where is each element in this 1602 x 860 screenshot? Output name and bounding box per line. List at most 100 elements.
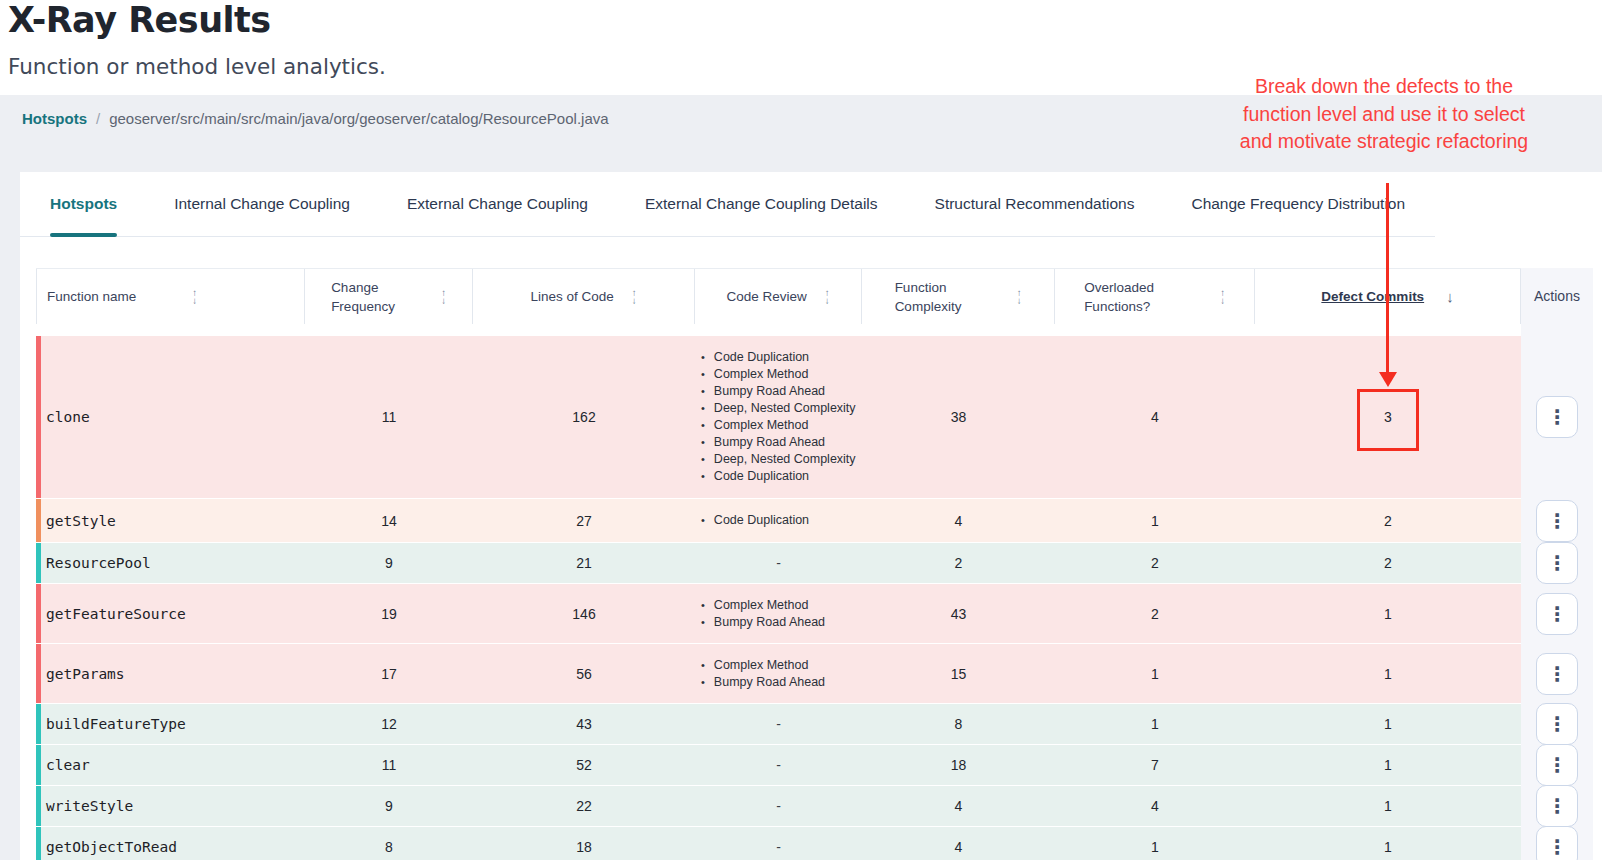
- sort-descending-icon: ↓: [1446, 288, 1454, 305]
- cell-function-name: buildFeatureType: [36, 704, 305, 744]
- column-header-function-complexity[interactable]: Function Complexity↑↓: [862, 269, 1055, 324]
- cell-function-name: writeStyle: [36, 786, 305, 826]
- sort-icon: ↑↓: [1220, 289, 1225, 304]
- function-name: ResourcePool: [46, 555, 151, 571]
- code-review-item: •Bumpy Road Ahead: [701, 383, 825, 400]
- bullet-icon: •: [701, 417, 705, 434]
- code-review-issue-label: Complex Method: [714, 417, 809, 434]
- row-cells: ResourcePool921-222: [36, 543, 1521, 583]
- cell-code-review: -: [695, 704, 862, 744]
- kebab-menu-icon: ⋮: [1547, 797, 1567, 815]
- code-review-item: • Complex Method: [701, 417, 808, 434]
- table-row-clear: clear1152-1871⋮: [36, 745, 1593, 785]
- code-review-issue-label: Bumpy Road Ahead: [714, 674, 825, 691]
- cell-lines-of-code: 43: [473, 704, 695, 744]
- code-review-item: •Complex Method: [701, 366, 808, 383]
- annotation-text: Break down the defects to the function l…: [1225, 73, 1543, 156]
- cell-defect-commits: 2: [1255, 543, 1521, 583]
- row-actions-button[interactable]: ⋮: [1536, 826, 1578, 860]
- bullet-icon: •: [701, 657, 705, 674]
- column-header-lines-of-code[interactable]: Lines of Code↑↓: [473, 269, 695, 324]
- tab-external-change-coupling-details[interactable]: External Change Coupling Details: [645, 172, 878, 236]
- column-label: Function name: [47, 287, 136, 306]
- code-review-issue-label: Deep, Nested Complexity: [714, 451, 856, 468]
- code-review-item: •Complex Method: [701, 657, 808, 674]
- column-label: Lines of Code: [530, 287, 613, 306]
- severity-stripe: [36, 704, 41, 744]
- cell-overloaded-functions: 4: [1055, 786, 1255, 826]
- breadcrumb: Hotspots / geoserver/src/main/src/main/j…: [22, 95, 609, 142]
- empty-value: -: [776, 798, 781, 814]
- cell-function-name: getFeatureSource: [36, 584, 305, 643]
- code-review-issue-label: Code Duplication: [714, 512, 809, 529]
- results-card: Hotspots Internal Change Coupling External…: [20, 172, 1602, 860]
- function-name: buildFeatureType: [46, 716, 186, 732]
- column-header-change-frequency[interactable]: Change Frequency ↑↓: [305, 269, 473, 324]
- sort-icon: ↑↓: [1017, 289, 1022, 304]
- annotation-highlight-box: [1357, 389, 1419, 451]
- code-review-issue-label: Code Duplication: [714, 468, 809, 485]
- cell-function-complexity: 18: [862, 745, 1055, 785]
- cell-code-review: -: [695, 745, 862, 785]
- tab-change-frequency-distribution[interactable]: Change Frequency Distribution: [1191, 172, 1405, 236]
- row-actions-button[interactable]: ⋮: [1536, 593, 1578, 635]
- column-header-code-review[interactable]: Code Review↑↓: [695, 269, 862, 324]
- column-label: Change Frequency: [331, 278, 423, 316]
- cell-lines-of-code: 162: [473, 336, 695, 498]
- row-actions-button[interactable]: ⋮: [1536, 542, 1578, 584]
- cell-change-frequency: 9: [305, 543, 473, 583]
- bullet-icon: •: [701, 349, 705, 366]
- sort-icon: ↑↓: [441, 289, 446, 304]
- actions-column-header: Actions: [1521, 268, 1593, 323]
- row-actions-button[interactable]: ⋮: [1536, 703, 1578, 745]
- bullet-icon: •: [701, 451, 705, 468]
- column-header-overloaded-functions[interactable]: Overloaded Functions?↑↓: [1055, 269, 1255, 324]
- kebab-menu-icon: ⋮: [1547, 605, 1567, 623]
- tab-structural-recommendations[interactable]: Structural Recommendations: [935, 172, 1135, 236]
- breadcrumb-separator: /: [96, 110, 100, 127]
- row-actions-button[interactable]: ⋮: [1536, 653, 1578, 695]
- cell-code-review: -: [695, 543, 862, 583]
- kebab-menu-icon: ⋮: [1547, 512, 1567, 530]
- function-name: clone: [46, 409, 90, 425]
- code-review-issue-label: Bumpy Road Ahead: [714, 434, 825, 451]
- severity-stripe: [36, 827, 41, 860]
- cell-function-complexity: 15: [862, 644, 1055, 703]
- bullet-icon: •: [701, 400, 705, 417]
- row-actions-button[interactable]: ⋮: [1536, 785, 1578, 827]
- empty-value: -: [776, 839, 781, 855]
- row-actions-button[interactable]: ⋮: [1536, 744, 1578, 786]
- cell-code-review: •Code Duplication•Complex Method•Bumpy R…: [695, 336, 862, 498]
- tab-internal-change-coupling[interactable]: Internal Change Coupling: [174, 172, 350, 236]
- function-name: getParams: [46, 666, 125, 682]
- severity-stripe: [36, 499, 41, 542]
- tab-external-change-coupling[interactable]: External Change Coupling: [407, 172, 588, 236]
- kebab-menu-icon: ⋮: [1547, 408, 1567, 426]
- cell-function-complexity: 8: [862, 704, 1055, 744]
- table-row-writestyle: writeStyle922-441⋮: [36, 786, 1593, 826]
- severity-stripe: [36, 745, 41, 785]
- code-review-issue-label: Complex Method: [714, 366, 809, 383]
- cell-defect-commits: 1: [1255, 786, 1521, 826]
- cell-change-frequency: 12: [305, 704, 473, 744]
- breadcrumb-hotspots-link[interactable]: Hotspots: [22, 110, 87, 127]
- row-actions-button[interactable]: ⋮: [1536, 500, 1578, 542]
- cell-overloaded-functions: 2: [1055, 584, 1255, 643]
- cell-lines-of-code: 56: [473, 644, 695, 703]
- row-actions-button[interactable]: ⋮: [1536, 396, 1578, 438]
- code-review-issue-label: Deep, Nested Complexity: [714, 400, 856, 417]
- column-header-function-name[interactable]: Function name ↑↓: [36, 269, 305, 324]
- annotation-arrow-head-icon: [1379, 372, 1397, 387]
- page-title: X-Ray Results: [8, 0, 271, 46]
- function-name: writeStyle: [46, 798, 133, 814]
- sort-icon: ↑↓: [192, 289, 197, 304]
- cell-change-frequency: 9: [305, 786, 473, 826]
- tab-hotspots[interactable]: Hotspots: [50, 172, 117, 236]
- cell-defect-commits: 1: [1255, 704, 1521, 744]
- bullet-icon: •: [701, 512, 705, 529]
- cell-function-name: getParams: [36, 644, 305, 703]
- severity-stripe: [36, 584, 41, 643]
- code-review-issue-label: Complex Method: [714, 597, 809, 614]
- bullet-icon: •: [701, 468, 705, 485]
- code-review-issue-label: Code Duplication: [714, 349, 809, 366]
